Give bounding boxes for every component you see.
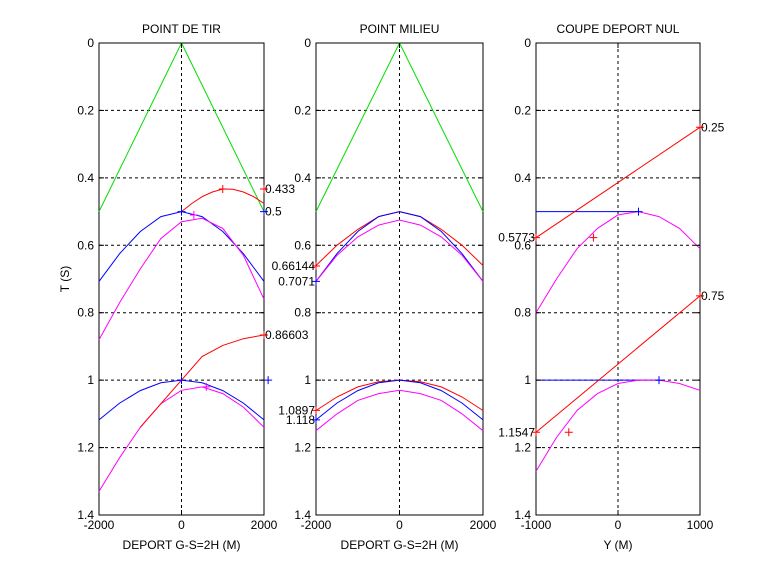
marker-plus (564, 428, 573, 437)
marker-plus (634, 207, 643, 216)
y-tick-label: 0.6 (77, 238, 94, 252)
y-axis-label: T (S) (58, 266, 72, 292)
series-line (98, 217, 265, 340)
y-tick-label: 0.2 (514, 103, 531, 117)
marker-plus (532, 428, 540, 437)
series-line (535, 211, 701, 313)
x-tick-label: 0 (178, 518, 185, 532)
marker-plus (312, 262, 320, 270)
chart-panel-1: -2000 0 2000 0 0.2 0.4 0.6 0.8 1 1.2 1.4 0.433 0.5 0.… (58, 22, 309, 552)
chart-panel-3: -1000 0 1000 0 0.2 0.4 0.6 0.8 1 1.2 1.4 0.25 0.5773… (498, 22, 724, 552)
y-tick-label: 0.4 (514, 171, 531, 185)
chart-title: COUPE DEPORT NUL (557, 22, 680, 36)
y-tick-label: 0 (87, 36, 94, 50)
y-tick-label: 0.2 (77, 103, 94, 117)
y-tick-label: 0.6 (514, 238, 531, 252)
marker-plus (532, 233, 540, 242)
x-axis-label: DEPORT G-S=2H (M) (341, 538, 459, 552)
marker-plus (189, 210, 198, 219)
marker-plus (260, 330, 268, 339)
y-tick-label: 1 (304, 373, 311, 387)
series-line (139, 334, 265, 428)
chart-title: POINT MILIEU (360, 22, 440, 36)
data-annotation: 0.75 (701, 289, 725, 303)
marker-plus (264, 376, 273, 385)
data-annotation: 0.433 (265, 182, 295, 196)
y-tick-label: 1.4 (77, 508, 94, 522)
x-tick-label: 0 (615, 518, 622, 532)
y-tick-label: 1 (87, 373, 94, 387)
y-tick-label: 0.4 (77, 171, 94, 185)
y-tick-label: 0.2 (294, 103, 311, 117)
marker-plus (589, 233, 598, 242)
marker-plus (260, 184, 268, 193)
marker-plus (696, 123, 704, 132)
data-annotation: 0.7071 (278, 274, 315, 288)
series-line (535, 379, 701, 472)
y-tick-label: 0.4 (294, 171, 311, 185)
marker-plus (312, 406, 320, 415)
x-axis-label: Y (M) (603, 538, 632, 552)
marker-plus (260, 207, 268, 216)
x-tick-label: 1000 (687, 518, 714, 532)
marker-plus (202, 382, 211, 391)
x-tick-label: -1000 (521, 518, 552, 532)
y-tick-label: 0.6 (294, 238, 311, 252)
y-tick-label: 0.8 (294, 306, 311, 320)
series-line (315, 389, 484, 432)
y-tick-label: 0 (524, 36, 531, 50)
data-annotation: 0.25 (701, 120, 725, 134)
marker-plus (177, 376, 186, 385)
data-annotation: 1.1547 (498, 425, 535, 439)
x-tick-label: 2000 (251, 518, 278, 532)
x-tick-label: 2000 (470, 518, 497, 532)
y-tick-label: 0 (304, 36, 311, 50)
marker-plus (696, 291, 704, 300)
series-line (98, 386, 265, 492)
series-line (315, 379, 484, 421)
data-annotation: 0.5 (265, 205, 282, 219)
chart-title: POINT DE TIR (142, 22, 221, 36)
chart-panel-2: -2000 0 2000 0 0.2 0.4 0.6 0.8 1 1.2 1.4 0.661440.7… (272, 22, 497, 552)
series-line (535, 126, 701, 239)
y-tick-label: 1 (524, 373, 531, 387)
marker-plus (655, 376, 663, 385)
marker-plus (177, 207, 186, 216)
x-axis-label: DEPORT G-S=2H (M) (123, 538, 241, 552)
y-tick-label: 1.2 (77, 441, 94, 455)
marker-plus (312, 415, 320, 424)
marker-plus (312, 277, 320, 286)
y-tick-label: 1.2 (514, 441, 531, 455)
data-annotation: 0.86603 (265, 328, 309, 342)
y-tick-label: 0.8 (77, 306, 94, 320)
data-annotation: 1.118 (286, 413, 315, 427)
y-tick-label: 1.2 (294, 441, 311, 455)
x-tick-label: -2000 (84, 518, 115, 532)
series-line (315, 211, 484, 282)
data-annotation: 0.5773 (498, 231, 535, 245)
y-tick-label: 1.4 (514, 508, 531, 522)
data-annotation: 0.66144 (272, 259, 316, 273)
y-tick-label: 1.4 (294, 508, 311, 522)
x-tick-label: 0 (396, 518, 403, 532)
series-line (535, 295, 701, 433)
data-annotation: 1.0897 (278, 403, 315, 417)
marker-plus (218, 184, 227, 193)
y-tick-label: 0.8 (514, 306, 531, 320)
x-tick-label: -2000 (301, 518, 332, 532)
series-line (315, 219, 484, 282)
